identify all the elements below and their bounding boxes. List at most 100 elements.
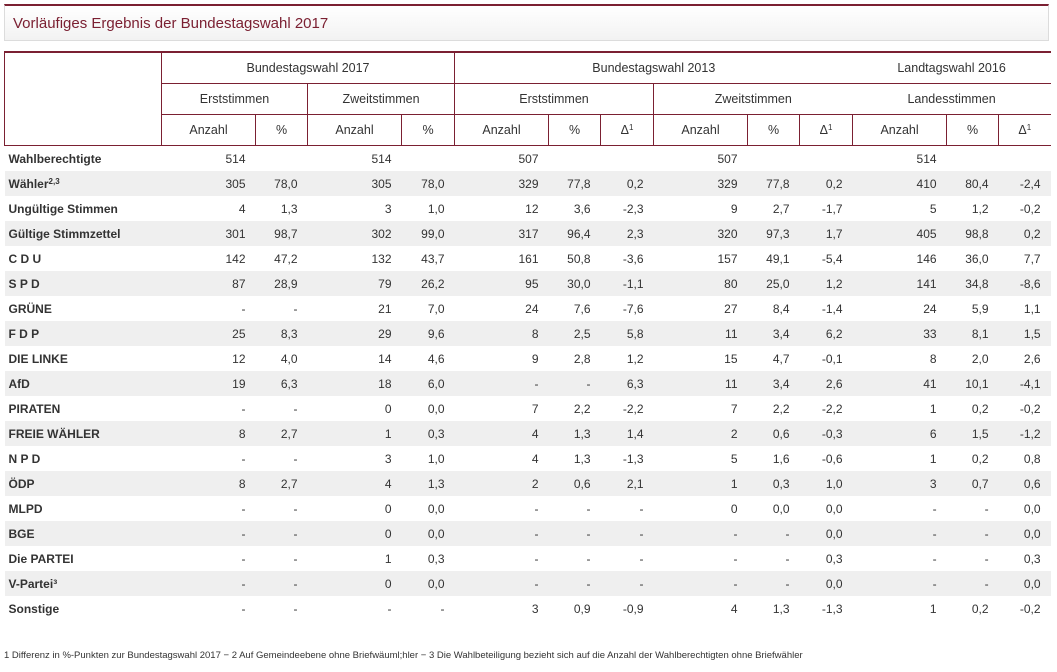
table-cell: -	[586, 551, 591, 566]
table-cell: -0,2	[1019, 201, 1041, 216]
table-cell: 78,0	[401, 171, 455, 196]
table-cell: 10,1	[946, 371, 999, 396]
table-cell: 1	[929, 451, 937, 466]
table-cell: 98,7	[255, 221, 308, 246]
col-anzahl: Anzahl	[454, 114, 549, 146]
row-label: Wähler2,3	[4, 171, 162, 196]
table-cell: -	[293, 301, 298, 316]
table-cell: 0,7	[946, 471, 999, 496]
table-cell: 98,8	[946, 221, 999, 246]
row-label-text: Wähler	[8, 176, 49, 191]
delta-footnote-mark: 1	[827, 123, 833, 132]
table-cell: 157	[717, 251, 738, 266]
table-cell: 1,7	[799, 221, 853, 246]
table-cell: 49,1	[766, 251, 790, 266]
table-cell: 2,7	[255, 421, 308, 446]
table-cell: 77,8	[548, 171, 601, 196]
results-table: Bundestagswahl 2017 Bundestagswahl 2013 …	[4, 51, 1051, 621]
table-cell: 3	[384, 451, 392, 466]
table-cell: 1	[384, 551, 392, 566]
table-row: C D U 142 47,2 132 43,7 161 50,8 -3,6 157 49,1 -5,…	[5, 246, 1051, 271]
table-cell: -	[454, 571, 549, 596]
table-cell: 7,0	[427, 301, 445, 316]
table-cell: -	[161, 521, 256, 546]
table-cell: 6,3	[600, 371, 654, 396]
corner-cell	[4, 51, 162, 146]
table-row: DIE LINKE 12 4,0 14 4,6 9 2,8 1,2 15 4,7 -0,1 8 2,0 2…	[5, 346, 1051, 371]
table-cell: -3,6	[622, 251, 644, 266]
table-cell: -0,1	[821, 351, 843, 366]
table-cell: -0,3	[799, 421, 853, 446]
table-cell: 4,6	[427, 351, 445, 366]
table-cell: 19	[161, 371, 256, 396]
table-cell	[999, 146, 1051, 172]
table-cell: 0,3	[747, 471, 800, 496]
table-cell: 514	[916, 151, 937, 166]
table-cell: 1,5	[998, 321, 1051, 346]
table-cell: 21	[378, 301, 392, 316]
table-cell: 1	[653, 471, 748, 496]
table-cell: 2,3	[600, 221, 654, 246]
table-cell: 2	[653, 421, 748, 446]
table-cell: 0	[730, 501, 738, 516]
table-cell: 9	[531, 351, 539, 366]
table-cell: 7,6	[573, 301, 591, 316]
row-label: F D P	[4, 321, 162, 346]
table-cell: 1,3	[280, 201, 298, 216]
table-cell: 507	[518, 151, 539, 166]
table-cell: 99,0	[401, 221, 455, 246]
table-cell: 0,3	[401, 421, 455, 446]
row-label-text: Sonstige	[8, 601, 60, 616]
table-cell: 3,4	[747, 321, 800, 346]
table-row: Sonstige - - - - 3 0,9 -0,9 4 1,3 -1,3 1 0,2 -0,2	[5, 596, 1051, 621]
table-row: BGE - -0 0,0- - - - -0,0- -0,0	[4, 521, 1051, 546]
table-cell: 41	[852, 371, 947, 396]
table-cell: 1,0	[427, 201, 445, 216]
row-label-text: PIRATEN	[8, 401, 61, 416]
table-row: PIRATEN - - 0 0,0 7 2,2 -2,2 7 2,2 -2,2 1 0,2 -0,2	[5, 396, 1051, 421]
header-2017-erststimmen: Erststimmen	[161, 83, 308, 115]
table-row: N P D - - 3 1,0 4 1,3 -1,3 5 1,6 -0,6 1 0,2 0,8	[5, 446, 1051, 471]
table-cell: 34,8	[946, 271, 999, 296]
row-label: C D U	[5, 246, 162, 271]
results-body: Wahlberechtigte 514 514 507 507 514 Wähler2,3 3…	[4, 146, 1051, 622]
table-cell: 15	[724, 351, 738, 366]
table-cell: 301	[161, 221, 256, 246]
col-anzahl: Anzahl	[852, 114, 947, 146]
row-label: Wahlberechtigte	[5, 146, 162, 172]
col-percent: %	[400, 114, 455, 146]
table-row: FREIE WÄHLER 8 2,7 1 0,3 4 1,3 1,4 2 0,6 -0,3 6 1,5-…	[4, 421, 1051, 446]
row-label: MLPD	[5, 496, 162, 521]
table-cell: 0,9	[573, 601, 591, 616]
table-cell: -1,1	[600, 271, 654, 296]
row-label: S P D	[4, 271, 162, 296]
col-percent: %	[747, 114, 800, 146]
col-percent: %	[548, 114, 601, 146]
row-label-text: C D U	[8, 251, 42, 266]
table-cell: -	[293, 451, 298, 466]
table-cell: 0,0	[772, 501, 790, 516]
table-cell: 0,0	[401, 571, 455, 596]
table-cell: -	[548, 571, 601, 596]
table-cell: 0	[384, 501, 392, 516]
table-cell: 5,9	[971, 301, 989, 316]
row-label-text: F D P	[8, 326, 40, 341]
table-cell: 410	[852, 171, 947, 196]
row-label-text: DIE LINKE	[8, 351, 68, 366]
table-cell: 132	[371, 251, 392, 266]
table-cell: -	[600, 521, 654, 546]
table-row: MLPD - - 0 0,0 - - - 0 0,0 0,0 - - 0,0	[5, 496, 1051, 521]
table-cell: -	[946, 521, 999, 546]
table-cell: 3	[531, 601, 539, 616]
header-2013-zweitstimmen: Zweitstimmen	[653, 83, 853, 115]
table-cell: -	[454, 371, 549, 396]
table-cell: 1,3	[548, 421, 601, 446]
table-row: S P D 87 28,9 79 26,2 95 30,0 -1,1 80 25,0 1,2 141 3…	[4, 271, 1051, 296]
table-cell: 7,7	[1023, 251, 1041, 266]
row-label-text: Ungültige Stimmen	[8, 201, 118, 216]
table-cell: 405	[852, 221, 947, 246]
row-label: Die PARTEI	[5, 546, 162, 571]
table-cell: 14	[378, 351, 392, 366]
table-cell: 4	[531, 451, 539, 466]
table-cell: 1,4	[600, 421, 654, 446]
